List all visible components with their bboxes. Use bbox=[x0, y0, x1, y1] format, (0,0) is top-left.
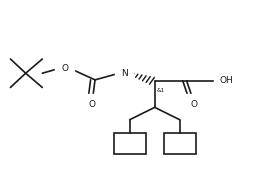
Text: &1: &1 bbox=[157, 88, 165, 93]
Text: O: O bbox=[89, 100, 96, 109]
Bar bbox=[114, 133, 146, 154]
Text: OH: OH bbox=[220, 76, 234, 85]
Text: O: O bbox=[61, 64, 68, 73]
Bar bbox=[164, 133, 196, 154]
Text: H: H bbox=[121, 67, 127, 76]
Text: N: N bbox=[121, 69, 127, 78]
Text: O: O bbox=[190, 100, 197, 109]
